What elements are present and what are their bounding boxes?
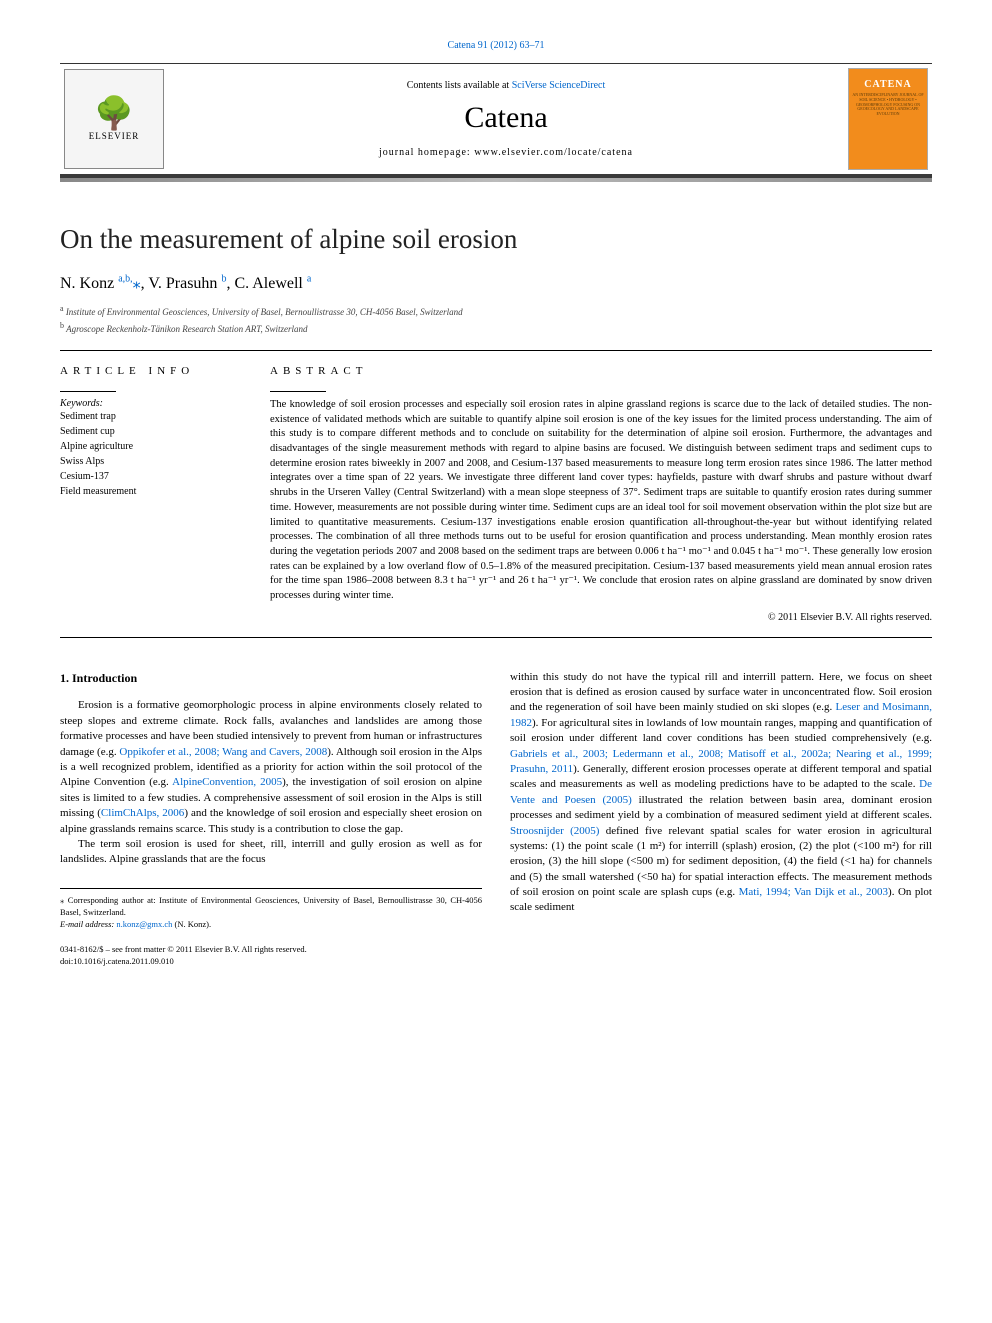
elsevier-tree-icon: 🌳: [94, 97, 134, 129]
keywords-label: Keywords:: [60, 398, 240, 409]
article-title: On the measurement of alpine soil erosio…: [60, 224, 932, 255]
article-info-heading: article info: [60, 365, 240, 377]
article-info: article info Keywords: Sediment trapSedi…: [60, 365, 240, 623]
sciencedirect-link[interactable]: SciVerse ScienceDirect: [512, 80, 606, 91]
cover-subtitle: AN INTERDISCIPLINARY JOURNAL OF SOIL SCI…: [849, 93, 927, 117]
email-label: E-mail address:: [60, 919, 116, 929]
divider: [60, 350, 932, 351]
corresponding-author: ⁎ Corresponding author at: Institute of …: [60, 895, 482, 919]
body-column-right: within this study do not have the typica…: [510, 670, 932, 969]
body-column-left: 1. Introduction Erosion is a formative g…: [60, 670, 482, 969]
authors: N. Konz a,b,⁎, V. Prasuhn b, C. Alewell …: [60, 273, 932, 293]
cover-title: CATENA: [864, 79, 911, 90]
email-link[interactable]: n.konz@gmx.ch: [116, 919, 172, 929]
email-suffix: (N. Konz).: [172, 919, 211, 929]
body-paragraph: within this study do not have the typica…: [510, 670, 932, 916]
journal-cover: CATENA AN INTERDISCIPLINARY JOURNAL OF S…: [848, 68, 928, 170]
contents-line: Contents lists available at SciVerse Sci…: [174, 80, 838, 91]
body-paragraph: The term soil erosion is used for sheet,…: [60, 837, 482, 868]
gradient-bar: [60, 178, 932, 182]
issn-line: 0341-8162/$ – see front matter © 2011 El…: [60, 944, 482, 956]
keywords-list: Sediment trapSediment cupAlpine agricult…: [60, 409, 240, 499]
email-line: E-mail address: n.konz@gmx.ch (N. Konz).: [60, 919, 482, 931]
journal-header: 🌳 ELSEVIER Contents lists available at S…: [60, 63, 932, 178]
homepage-url[interactable]: www.elsevier.com/locate/catena: [474, 147, 633, 158]
journal-name: Catena: [174, 101, 838, 135]
citation-link[interactable]: Catena 91 (2012) 63–71: [60, 40, 932, 51]
body-paragraph: Erosion is a formative geomorphologic pr…: [60, 698, 482, 837]
divider-short: [270, 391, 326, 392]
elsevier-label: ELSEVIER: [89, 131, 140, 141]
contents-text: Contents lists available at: [407, 80, 512, 91]
homepage-label: journal homepage:: [379, 147, 474, 158]
divider-short: [60, 391, 116, 392]
journal-homepage: journal homepage: www.elsevier.com/locat…: [174, 147, 838, 158]
elsevier-logo: 🌳 ELSEVIER: [64, 69, 164, 169]
section-heading: 1. Introduction: [60, 670, 482, 687]
copyright: © 2011 Elsevier B.V. All rights reserved…: [270, 612, 932, 623]
abstract-column: abstract The knowledge of soil erosion p…: [270, 365, 932, 623]
abstract-text: The knowledge of soil erosion processes …: [270, 398, 932, 604]
abstract-heading: abstract: [270, 365, 932, 377]
divider: [60, 637, 932, 638]
doi-line: doi:10.1016/j.catena.2011.09.010: [60, 956, 482, 968]
affiliations: a Institute of Environmental Geosciences…: [60, 303, 932, 336]
